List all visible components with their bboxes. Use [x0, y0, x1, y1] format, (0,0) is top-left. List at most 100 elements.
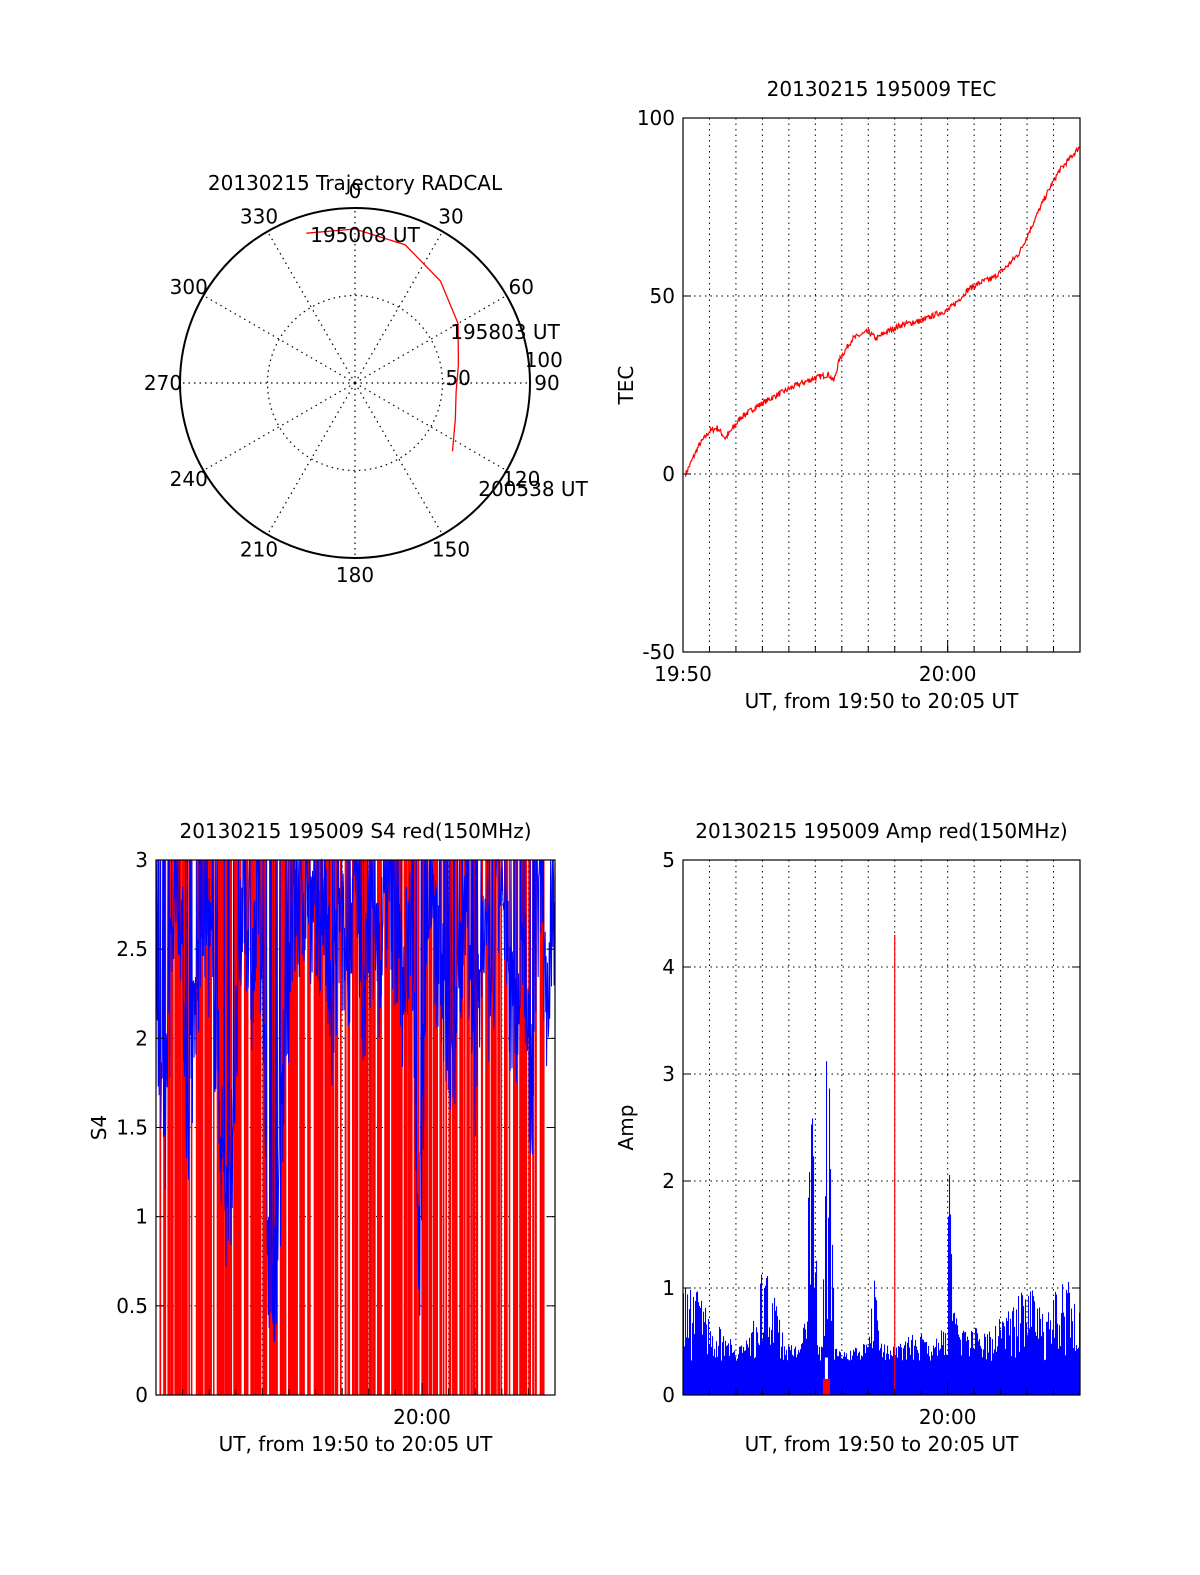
s4-red-bar	[417, 860, 420, 1395]
polar-spoke	[266, 231, 356, 384]
amp-blue-bar	[700, 1308, 702, 1395]
amp-blue-bar	[813, 1156, 815, 1395]
amp-blue-bar	[871, 1308, 873, 1395]
x-tick-label: 19:50	[654, 662, 712, 686]
s4-red-bar	[387, 860, 390, 1395]
amp-blue-bar	[837, 1356, 839, 1395]
amp-blue-bar	[703, 1311, 705, 1395]
amp-blue-bar	[771, 1329, 773, 1395]
amp-blue-bar	[950, 1214, 952, 1395]
s4-red-bar	[466, 860, 470, 1395]
amp-blue-bar	[831, 1320, 833, 1395]
amp-blue-bar	[956, 1318, 958, 1395]
amp-blue-bar	[1023, 1306, 1025, 1395]
amp-blue-bar	[1076, 1345, 1078, 1395]
amp-blue-bar	[1033, 1296, 1035, 1395]
y-tick-label: 0	[662, 462, 675, 486]
amp-blue-bar	[957, 1325, 959, 1395]
amp-blue-bar	[998, 1336, 1000, 1395]
chart-title: 20130215 195009 TEC	[767, 77, 997, 101]
amp-blue-bar	[875, 1297, 877, 1395]
y-tick-label: 0	[135, 1383, 148, 1407]
amp-blue-bar	[711, 1346, 713, 1395]
amp-blue-bar	[886, 1353, 888, 1395]
amp-blue-bar	[918, 1353, 920, 1395]
amp-blue-bar	[1029, 1328, 1031, 1395]
s4-red-bar	[411, 860, 413, 1395]
s4-red-bar	[490, 860, 495, 1395]
amp-blue-bar	[689, 1309, 691, 1395]
s4-red-bar	[519, 860, 524, 1395]
s4-red-bar	[195, 860, 198, 1395]
s4-red-bar	[487, 860, 490, 1395]
amp-blue-bar	[784, 1346, 786, 1395]
amp-blue-bar	[781, 1346, 783, 1395]
amp-blue-bar	[1064, 1316, 1066, 1395]
y-tick-label: 5	[662, 848, 675, 872]
y-tick-label: 2.5	[116, 937, 148, 961]
amp-blue-bar	[944, 1355, 946, 1395]
amp-blue-bar	[1015, 1357, 1017, 1395]
s4-red-bar	[250, 860, 255, 1395]
polar-angle-label: 30	[438, 205, 463, 229]
amp-blue-bar	[1072, 1321, 1074, 1395]
amp-blue-bar	[745, 1350, 747, 1395]
s4-red-bar	[254, 860, 259, 1395]
s4-blue-line	[155, 858, 556, 1342]
amp-blue-bar	[742, 1352, 744, 1395]
amp-blue-bar	[982, 1357, 984, 1395]
amp-blue-bar	[969, 1356, 971, 1395]
amp-blue-bar	[1001, 1338, 1003, 1395]
amp-blue-bar	[883, 1352, 885, 1395]
amp-blue-bar	[788, 1345, 790, 1395]
polar-trajectory	[306, 228, 460, 452]
amp-blue-bar	[794, 1348, 796, 1395]
amp-blue-bar	[1035, 1331, 1037, 1395]
amp-blue-bar	[1067, 1293, 1069, 1395]
amp-blue-bar	[727, 1345, 729, 1395]
amp-blue-bar	[855, 1347, 857, 1395]
amp-blue-bar	[936, 1338, 938, 1395]
amp-blue-bar	[919, 1360, 921, 1395]
amp-blue-bar	[1041, 1336, 1043, 1395]
x-tick-label: 20:00	[919, 1405, 977, 1429]
amp-blue-bar	[702, 1334, 704, 1395]
s4-red-bar	[384, 860, 389, 1395]
amp-blue-bar	[1009, 1335, 1011, 1395]
amp-blue-bar	[900, 1343, 902, 1395]
plot-frame	[682, 859, 1081, 1396]
amp-blue-bar	[723, 1336, 725, 1395]
amp-blue-bar	[730, 1339, 732, 1395]
amp-blue-bar	[856, 1348, 858, 1395]
amp-blue-bar	[953, 1313, 955, 1395]
amp-blue-bar	[757, 1332, 759, 1395]
amp-blue-bar	[731, 1344, 733, 1395]
amp-blue-bar	[977, 1333, 979, 1395]
amp-blue-bar	[948, 1216, 950, 1395]
amp-blue-bar	[786, 1349, 788, 1395]
polar-angle-label: 180	[336, 563, 374, 587]
s4-red-bar	[379, 860, 382, 1395]
s4-red-bar	[448, 860, 452, 1395]
s4-red-bar	[291, 860, 297, 1395]
amp-blue-bar	[1008, 1311, 1010, 1395]
amp-blue-bar	[811, 1124, 813, 1395]
amp-blue-bar	[870, 1343, 872, 1395]
amp-blue-bar	[888, 1354, 890, 1395]
amp-blue-bar	[905, 1341, 907, 1395]
s4-red-bar	[318, 860, 324, 1395]
amp-blue-bar	[975, 1327, 977, 1395]
amp-blue-bar	[1046, 1321, 1048, 1395]
amp-blue-bar	[799, 1352, 801, 1395]
amp-blue-bar	[935, 1346, 937, 1395]
s4-red-bar	[269, 860, 272, 1395]
s4-red-bar	[313, 860, 317, 1395]
s4-red-bar	[295, 860, 298, 1395]
amp-blue-bar	[940, 1348, 942, 1395]
amp-blue-bar	[1048, 1312, 1050, 1395]
amp-blue-bar	[708, 1318, 710, 1395]
amp-blue-bar	[1032, 1290, 1034, 1395]
amp-blue-bar	[707, 1354, 709, 1395]
amp-blue-bar	[1047, 1321, 1049, 1395]
amp-blue-bar	[812, 1118, 814, 1395]
